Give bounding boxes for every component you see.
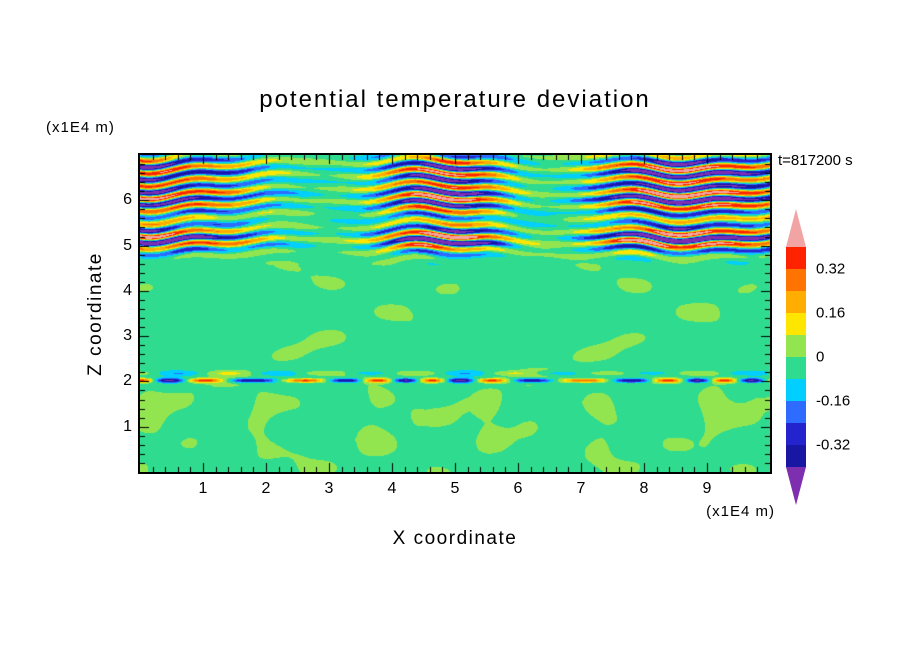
heatmap-canvas xyxy=(140,155,770,472)
x-tick-label: 2 xyxy=(261,480,271,497)
colorbar-segment xyxy=(786,401,806,423)
z-tick-label: 3 xyxy=(123,327,132,345)
x-axis-title: X coordinate xyxy=(392,528,518,549)
z-tick-label: 5 xyxy=(123,236,132,254)
colorbar-segment xyxy=(786,335,806,357)
colorbar-segment xyxy=(786,269,806,291)
colorbar: 0.32 0.16 0 -0.16 -0.32 xyxy=(786,209,904,509)
colorbar-tick-label: 0.32 xyxy=(816,260,846,278)
x-tick-label: 7 xyxy=(576,480,586,497)
x-tick-label: 1 xyxy=(198,480,208,497)
z-axis-title: Z coordinate xyxy=(85,252,106,376)
x-tick-label: 6 xyxy=(513,480,523,497)
plot-title: potential temperature deviation xyxy=(259,86,651,113)
colorbar-segment xyxy=(786,291,806,313)
time-label: t=817200 s xyxy=(778,152,853,169)
colorbar-segment xyxy=(786,357,806,379)
x-axis-unit-label: (x1E4 m) xyxy=(706,503,775,520)
colorbar-tick-label: -0.16 xyxy=(816,392,851,410)
colorbar-tick-label: 0 xyxy=(816,348,825,366)
x-tick-label: 9 xyxy=(702,480,712,497)
z-tick-label: 6 xyxy=(123,191,132,209)
z-axis-unit-label: (x1E4 m) xyxy=(46,119,115,136)
colorbar-segment xyxy=(786,313,806,335)
colorbar-above-max-arrow xyxy=(786,209,806,247)
colorbar-tick-label: -0.32 xyxy=(816,436,851,454)
colorbar-tick-label: 0.16 xyxy=(816,304,846,322)
x-tick-label: 3 xyxy=(324,480,334,497)
colorbar-below-min-arrow xyxy=(786,467,806,505)
x-tick-label: 8 xyxy=(639,480,649,497)
z-tick-label: 1 xyxy=(123,417,132,435)
x-tick-label: 4 xyxy=(387,480,397,497)
plot-area xyxy=(138,153,772,474)
colorbar-segment xyxy=(786,423,806,445)
colorbar-segment xyxy=(786,247,806,269)
z-tick-label: 4 xyxy=(123,281,132,299)
colorbar-segment xyxy=(786,445,806,467)
x-tick-label: 5 xyxy=(450,480,460,497)
z-tick-label: 2 xyxy=(123,372,132,390)
colorbar-segment xyxy=(786,379,806,401)
